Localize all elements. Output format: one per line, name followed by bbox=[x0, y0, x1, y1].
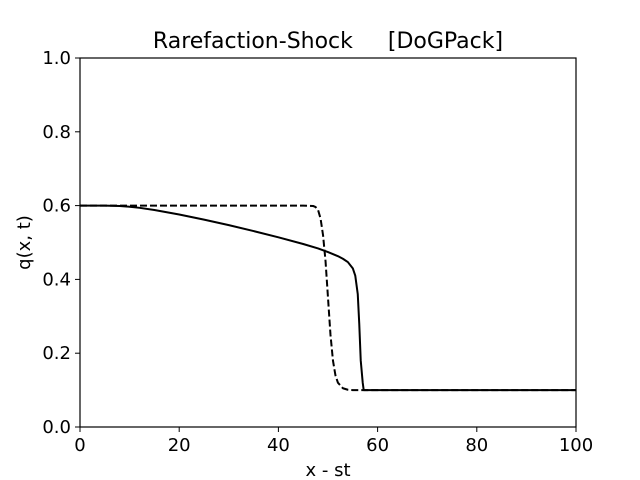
y-tick-label: 0.2 bbox=[42, 343, 71, 364]
y-tick-label: 1.0 bbox=[42, 48, 71, 69]
x-tick-label: 40 bbox=[267, 435, 290, 456]
y-tick-label: 0.4 bbox=[42, 269, 71, 290]
y-axis-label: q(x, t) bbox=[14, 215, 35, 270]
x-tick-label: 60 bbox=[366, 435, 389, 456]
plot-frame bbox=[79, 57, 577, 428]
y-tick-label: 0.8 bbox=[42, 122, 71, 143]
chart-title: Rarefaction-Shock [DoGPack] bbox=[153, 29, 503, 54]
x-tick-label: 0 bbox=[74, 435, 85, 456]
x-tick-label: 80 bbox=[465, 435, 488, 456]
x-tick-label: 20 bbox=[168, 435, 191, 456]
x-tick-label: 100 bbox=[559, 435, 593, 456]
y-tick-label: 0.0 bbox=[42, 417, 71, 438]
series-line-dashed bbox=[80, 204, 576, 392]
series-line-solid bbox=[80, 204, 576, 392]
y-axis-ticks: 0.0 0.2 0.4 0.6 0.8 1.0 bbox=[42, 48, 80, 438]
y-tick-label: 0.6 bbox=[42, 196, 71, 217]
series-layer bbox=[80, 204, 576, 392]
x-axis-label: x - st bbox=[305, 460, 350, 480]
x-axis-ticks: 0 20 40 60 80 100 bbox=[74, 427, 593, 456]
